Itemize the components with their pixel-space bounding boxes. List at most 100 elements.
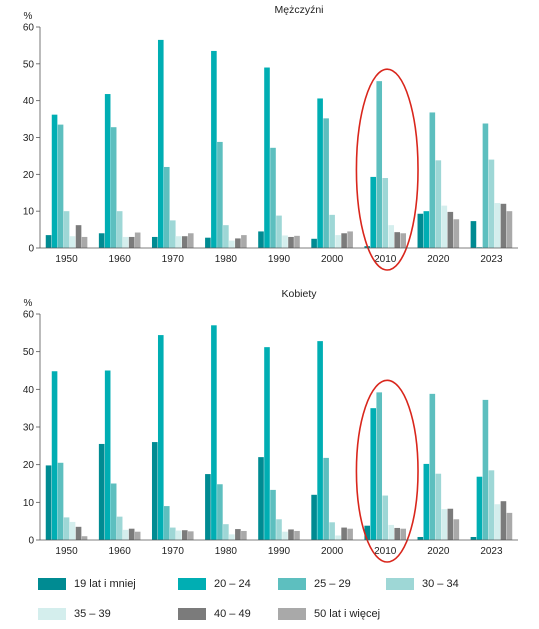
x-tick-label: 1980 [215,254,238,265]
bar [388,225,395,248]
bar [104,370,111,540]
bar [241,530,247,540]
bar [163,166,170,248]
bar [187,233,194,248]
bar [382,495,389,540]
bar [317,98,323,249]
bar [323,118,329,248]
bar [217,484,223,540]
bar [347,528,353,540]
chart-men: Mężczyźni % 0 10 20 30 40 50 60 1950 1960 1970 198… [23,4,518,271]
y-tick-label: 50 [23,59,35,70]
highlight-ellipse [355,379,419,563]
bar [441,205,448,248]
bar [175,530,182,540]
x-tick-label: 2010 [374,254,397,265]
legend-swatch [386,578,414,590]
legend-item: 20 – 24 [178,576,251,592]
x-tick-label: 1990 [268,546,291,557]
bar [482,399,489,540]
bar [494,504,501,540]
bar [400,528,407,540]
bar [429,393,436,540]
y-tick-label: 60 [23,23,35,34]
bar [110,483,117,540]
bar [447,211,454,248]
x-tick-label: 1960 [109,546,132,557]
bar [382,178,389,248]
bar [500,203,507,248]
bar [311,238,317,248]
legend-label: 30 – 34 [422,578,459,590]
x-tick-label: 1990 [268,254,291,265]
y-tick-label: 30 [23,133,35,144]
bar [282,235,288,248]
bar [57,124,64,248]
bar [276,519,282,540]
x-tick-label: 2000 [321,546,344,557]
bar [311,494,317,540]
bar [276,215,282,248]
x-tick-label: 2023 [480,546,503,557]
legend-item: 25 – 29 [278,576,351,592]
bar [294,235,300,248]
legend-item: 40 – 49 [178,606,251,622]
bar [45,235,52,248]
bar [347,231,353,248]
bar [335,535,341,540]
bar [441,509,448,540]
legend-swatch [278,608,306,620]
bar [294,530,300,540]
highlight-ellipse [355,68,419,271]
bar [81,536,88,540]
chart-title: Mężczyźni [274,4,323,16]
bar [69,236,76,248]
legend-swatch [278,578,306,590]
bar [51,371,58,540]
bar [157,335,164,540]
bar [453,219,460,248]
y-tick-label: 50 [23,347,35,358]
bar [169,527,176,540]
chart-women: Kobiety % 0 10 20 30 40 50 60 1950 1960 1970 1980 1… [23,288,518,563]
bar [69,521,76,540]
bar [116,211,123,248]
legend-label: 20 – 24 [214,578,251,590]
bar [417,213,424,248]
bar [134,531,141,540]
bar [128,236,135,248]
bar [341,527,347,540]
bar [376,81,383,249]
bar [400,233,407,248]
x-tick-label: 1970 [162,254,185,265]
bar [488,470,495,540]
bar [270,489,276,540]
legend-item: 35 – 39 [38,606,111,622]
bar [394,232,401,248]
bar [163,506,170,540]
bar [394,527,401,540]
bar [205,237,211,248]
bar [122,529,129,540]
y-tick-label: 0 [28,244,34,255]
bar [122,236,129,248]
x-tick-label: 2010 [374,546,397,557]
bar [128,528,135,540]
legend-item: 50 lat i więcej [278,606,380,622]
bar [134,232,141,248]
legend-item: 19 lat i mniej [38,576,136,592]
x-tick-label: 2000 [321,254,344,265]
bar [470,536,477,540]
bar [116,516,123,540]
y-tick-label: 20 [23,170,35,181]
bar [423,211,430,248]
legend-item: 30 – 34 [386,576,459,592]
bar [211,50,217,248]
bar [151,236,158,248]
legend-swatch [178,578,206,590]
bar [335,235,341,248]
y-axis-unit: % [24,11,33,22]
bar [329,522,335,540]
bar [453,519,460,540]
x-tick-label: 2020 [427,254,450,265]
